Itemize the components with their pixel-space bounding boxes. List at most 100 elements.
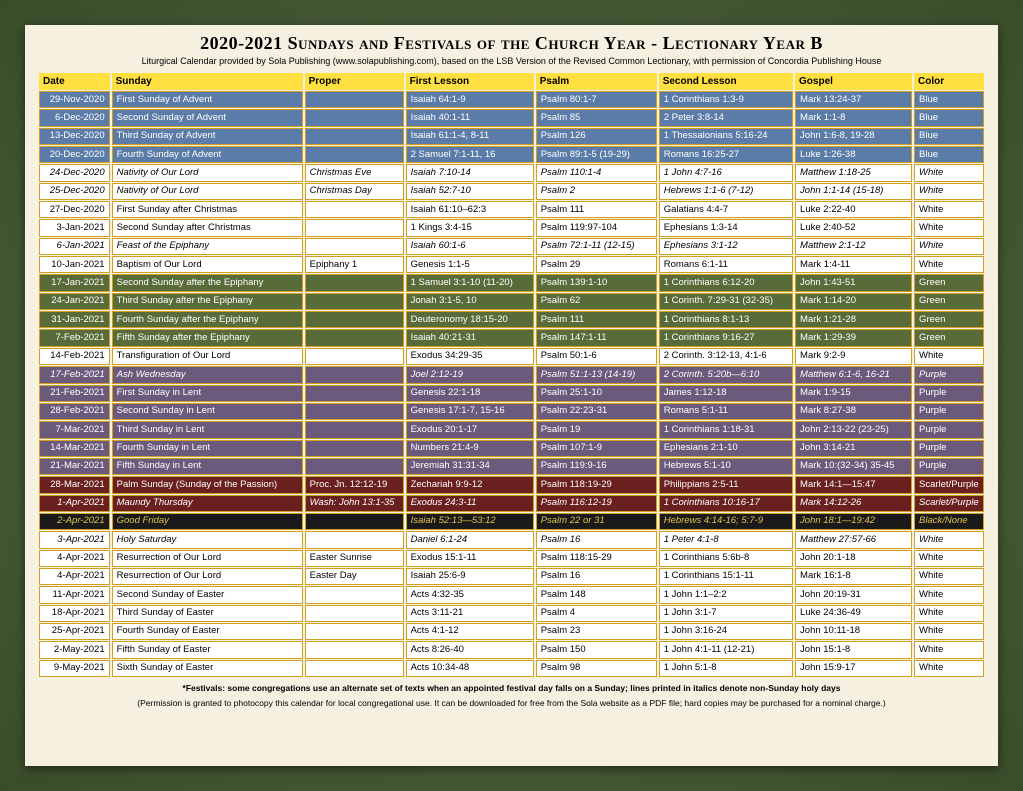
cell: Psalm 116:12-19	[536, 495, 657, 512]
cell: 1 Corinth. 7:29-31 (32-35)	[659, 293, 793, 310]
cell: Isaiah 61:1-4, 8-11	[406, 128, 534, 145]
cell	[305, 238, 404, 255]
cell: White	[914, 605, 984, 622]
cell: John 10:11-18	[795, 623, 912, 640]
cell: Scarlet/Purple	[914, 495, 984, 512]
cell: Maundy Thursday	[112, 495, 303, 512]
cell: Fifth Sunday after the Epiphany	[112, 329, 303, 346]
cell	[305, 403, 404, 420]
cell: Psalm 111	[536, 201, 657, 218]
cell: Galatians 4:4-7	[659, 201, 793, 218]
cell: Psalm 119:9-16	[536, 458, 657, 475]
cell: 31-Jan-2021	[39, 311, 110, 328]
cell: 1 Corinthians 1:18-31	[659, 421, 793, 438]
cell: White	[914, 238, 984, 255]
cell: 2-May-2021	[39, 641, 110, 658]
cell: Acts 10:34-48	[406, 660, 534, 677]
cell: 27-Dec-2020	[39, 201, 110, 218]
cell: Isaiah 40:21-31	[406, 329, 534, 346]
lectionary-table: Date Sunday Proper First Lesson Psalm Se…	[37, 72, 986, 678]
cell: First Sunday after Christmas	[112, 201, 303, 218]
cell: Psalm 150	[536, 641, 657, 658]
cell: Blue	[914, 146, 984, 163]
header-row: Date Sunday Proper First Lesson Psalm Se…	[39, 73, 984, 90]
cell: Transfiguration of Our Lord	[112, 348, 303, 365]
cell: Psalm 126	[536, 128, 657, 145]
cell: Isaiah 40:1-11	[406, 109, 534, 126]
table-row: 9-May-2021Sixth Sunday of EasterActs 10:…	[39, 660, 984, 677]
col-psalm: Psalm	[536, 73, 657, 90]
cell: 25-Dec-2020	[39, 183, 110, 200]
cell	[305, 348, 404, 365]
cell: Luke 2:40-52	[795, 219, 912, 236]
cell: Blue	[914, 109, 984, 126]
cell: Fifth Sunday in Lent	[112, 458, 303, 475]
table-row: 31-Jan-2021Fourth Sunday after the Epiph…	[39, 311, 984, 328]
cell: 1 Corinthians 15:1-11	[659, 568, 793, 585]
table-row: 7-Feb-2021Fifth Sunday after the Epiphan…	[39, 329, 984, 346]
cell: Matthew 1:18-25	[795, 164, 912, 181]
table-row: 18-Apr-2021Third Sunday of EasterActs 3:…	[39, 605, 984, 622]
cell	[305, 586, 404, 603]
cell: Mark 8:27-38	[795, 403, 912, 420]
cell: 28-Feb-2021	[39, 403, 110, 420]
cell: Green	[914, 329, 984, 346]
cell: Romans 16:25-27	[659, 146, 793, 163]
table-row: 11-Apr-2021Second Sunday of EasterActs 4…	[39, 586, 984, 603]
cell: James 1:12-18	[659, 385, 793, 402]
cell: 11-Apr-2021	[39, 586, 110, 603]
cell: 14-Mar-2021	[39, 440, 110, 457]
cell: Psalm 25:1-10	[536, 385, 657, 402]
cell: White	[914, 586, 984, 603]
table-row: 21-Mar-2021Fifth Sunday in LentJeremiah …	[39, 458, 984, 475]
cell: Resurrection of Our Lord	[112, 550, 303, 567]
cell: 3-Jan-2021	[39, 219, 110, 236]
cell: 1 John 1:1–2:2	[659, 586, 793, 603]
table-body: 29-Nov-2020First Sunday of AdventIsaiah …	[39, 91, 984, 677]
table-row: 4-Apr-2021Resurrection of Our LordEaster…	[39, 568, 984, 585]
cell: Mark 14:12-26	[795, 495, 912, 512]
table-row: 3-Apr-2021Holy SaturdayDaniel 6:1-24Psal…	[39, 531, 984, 548]
cell: Psalm 50:1-6	[536, 348, 657, 365]
cell: 21-Feb-2021	[39, 385, 110, 402]
cell: Acts 8:26-40	[406, 641, 534, 658]
cell: Sixth Sunday of Easter	[112, 660, 303, 677]
cell: Psalm 16	[536, 568, 657, 585]
cell: 1 John 4:7-16	[659, 164, 793, 181]
cell: Mark 1:1-8	[795, 109, 912, 126]
table-row: 7-Mar-2021Third Sunday in LentExodus 20:…	[39, 421, 984, 438]
cell	[305, 660, 404, 677]
cell: Hebrews 4:14-16; 5:7-9	[659, 513, 793, 530]
cell: Purple	[914, 403, 984, 420]
cell: John 1:1-14 (15-18)	[795, 183, 912, 200]
cell: Psalm 4	[536, 605, 657, 622]
cell	[305, 623, 404, 640]
cell: Purple	[914, 440, 984, 457]
cell: Jonah 3:1-5, 10	[406, 293, 534, 310]
cell	[305, 274, 404, 291]
cell: 4-Apr-2021	[39, 550, 110, 567]
cell: Proc. Jn. 12:12-19	[305, 476, 404, 493]
col-first: First Lesson	[406, 73, 534, 90]
cell: Psalm 23	[536, 623, 657, 640]
cell: 14-Feb-2021	[39, 348, 110, 365]
cell: Exodus 34:29-35	[406, 348, 534, 365]
cell: 4-Apr-2021	[39, 568, 110, 585]
cell: 1 John 5:1-8	[659, 660, 793, 677]
cell: Second Sunday of Advent	[112, 109, 303, 126]
cell: Isaiah 25:6-9	[406, 568, 534, 585]
cell: Matthew 27:57-66	[795, 531, 912, 548]
cell: Psalm 147:1-11	[536, 329, 657, 346]
cell: John 20:19-31	[795, 586, 912, 603]
cell: Fourth Sunday of Easter	[112, 623, 303, 640]
cell: 1 Corinthians 10:16-17	[659, 495, 793, 512]
cell: 25-Apr-2021	[39, 623, 110, 640]
cell: Resurrection of Our Lord	[112, 568, 303, 585]
table-row: 17-Jan-2021Second Sunday after the Epiph…	[39, 274, 984, 291]
cell: Psalm 139:1-10	[536, 274, 657, 291]
cell: Psalm 98	[536, 660, 657, 677]
cell	[305, 219, 404, 236]
cell: White	[914, 550, 984, 567]
cell: Ash Wednesday	[112, 366, 303, 383]
cell: Joel 2:12-19	[406, 366, 534, 383]
